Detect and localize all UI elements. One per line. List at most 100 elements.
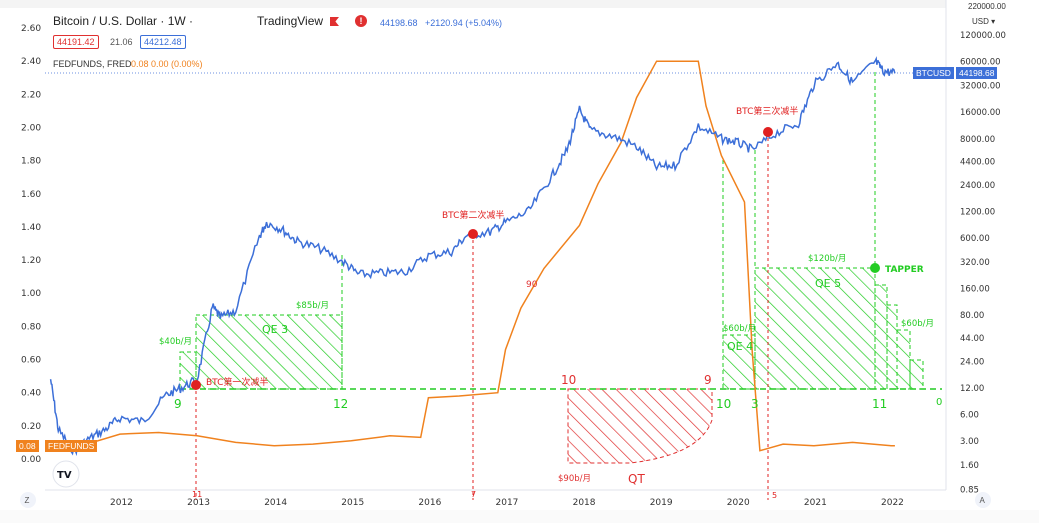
left-tick-label: 1.20: [21, 256, 41, 266]
right-tick-label: 12.00: [960, 384, 984, 394]
right-tick-label: 1200.00: [960, 207, 995, 217]
x-tick-label: 2022: [881, 498, 904, 508]
halving3-month: 5: [772, 491, 777, 500]
fedfunds-value-tag: 0.08: [16, 440, 39, 452]
quote-price: 44198.68: [380, 18, 418, 28]
ask-box[interactable]: 44212.48: [140, 35, 186, 49]
x-tick-label: 2018: [573, 498, 596, 508]
month-3: 3: [751, 397, 759, 411]
qt-region: [567, 388, 713, 464]
right-tick-label: 24.00: [960, 357, 984, 367]
tapper-label: TAPPER: [885, 265, 924, 275]
month-11-a: 11: [872, 397, 887, 411]
left-axis: 2.60 2.40 2.20 2.00 1.80 1.60 1.40 1.20 1.00 0.80…: [21, 24, 41, 465]
x-tick-label: 2021: [804, 498, 827, 508]
bid-box[interactable]: 44191.42: [53, 35, 99, 49]
fedfunds-title: FEDFUNDS, FRED: [53, 59, 132, 69]
btcusd-line: [49, 56, 896, 457]
left-tick-label: 2.20: [21, 90, 41, 100]
zoom-z-icon[interactable]: Z: [20, 492, 36, 508]
left-tick-label: 2.40: [21, 57, 41, 67]
rate-120b-label: $120b/月: [808, 254, 846, 264]
rate-40b-label: $40b/月: [159, 337, 192, 347]
right-axis-panel: [946, 0, 1039, 523]
right-tick-label: 8000.00: [960, 135, 995, 145]
halving2-month: 7: [471, 490, 476, 499]
halving2-marker: [468, 229, 478, 239]
fedfunds-name-tag: FEDFUNDS: [45, 440, 98, 452]
left-tick-label: 1.40: [21, 223, 41, 233]
right-tick-label: 16000.00: [960, 108, 1001, 118]
right-tick-label: 1.60: [960, 461, 979, 471]
label-90: 90: [526, 280, 538, 290]
left-tick-label: 1.80: [21, 157, 41, 167]
right-tick-label: 120000.00: [960, 31, 1006, 41]
rate-85b-label: $85b/月: [296, 301, 329, 311]
x-tick-label: 2014: [264, 498, 287, 508]
fedfunds-values: 0.08 0.00 (0.00%): [131, 59, 203, 69]
right-tick-label: 4400.00: [960, 158, 995, 168]
x-tick-label: 2016: [418, 498, 441, 508]
right-tick-label: 6.00: [960, 410, 979, 420]
right-tick-label: 3.00: [960, 437, 979, 447]
right-tick-label: 320.00: [960, 258, 990, 268]
month-9-a: 9: [174, 397, 182, 411]
symbol-title: Bitcoin / U.S. Dollar · 1W ·: [53, 14, 194, 28]
right-tick-label: 80.00: [960, 311, 984, 321]
currency-selector[interactable]: USD ▾: [972, 17, 996, 26]
x-axis: 2012 2013 2014 2015 2016 2017 2018 2019 2020 2021…: [110, 498, 904, 508]
fedfunds-line: [50, 60, 895, 452]
left-tick-label: 1.60: [21, 190, 41, 200]
tapper-marker: [870, 263, 880, 273]
price-tag-value: 44198.68: [956, 67, 998, 79]
left-tick-label: 0.60: [21, 356, 41, 366]
halving2-label: BTC第二次减半: [442, 209, 504, 221]
left-tick-label: 0.20: [21, 422, 41, 432]
rate-90b-label: $90b/月: [558, 474, 591, 484]
left-tick-label: 0.00: [21, 455, 41, 465]
left-tick-label: 1.00: [21, 289, 41, 299]
x-tick-label: 2017: [496, 498, 519, 508]
right-tick-label: 600.00: [960, 234, 990, 244]
halving1-month: 11: [192, 490, 202, 499]
x-tick-label: 2019: [650, 498, 673, 508]
right-axis-top-value: 220000.00: [968, 2, 1006, 11]
right-tick-label: 32000.00: [960, 82, 1001, 92]
left-tick-label: 2.00: [21, 123, 41, 133]
halving3-label: BTC第三次减半: [736, 105, 798, 117]
halving1-marker: [191, 380, 201, 390]
qe3-region: [179, 314, 343, 390]
qe4-label: QE 4: [727, 340, 753, 353]
right-tick-label: 160.00: [960, 285, 990, 295]
x-tick-label: 2013: [187, 498, 210, 508]
right-tick-label: 60000.00: [960, 58, 1001, 68]
svg-text:TV: TV: [57, 470, 72, 481]
right-tick-label: 44.00: [960, 334, 984, 344]
halving1-label: BTC第一次减半: [206, 376, 268, 388]
brand-name: TradingView: [257, 14, 324, 28]
x-tick-label: 2020: [727, 498, 750, 508]
flag-icon[interactable]: [330, 17, 339, 26]
svg-text:Z: Z: [25, 496, 30, 505]
toolbar-strip: [0, 0, 1039, 8]
spread-value: 21.06: [110, 37, 133, 47]
rate-60b-label-a: $60b/月: [723, 324, 756, 334]
right-tick-label: 0.85: [960, 485, 979, 495]
qt-label: QT: [628, 472, 645, 486]
tradingview-logo: TV: [52, 460, 80, 488]
month-0: 0: [936, 397, 942, 408]
x-tick-label: 2015: [341, 498, 364, 508]
rate-60b-label-b: $60b/月: [901, 319, 934, 329]
svg-text:A: A: [980, 496, 986, 505]
left-tick-label: 0.40: [21, 389, 41, 399]
qe3-label: QE 3: [262, 323, 288, 336]
right-tick-label: 2400.00: [960, 181, 995, 191]
alert-icon[interactable]: !: [355, 15, 367, 27]
right-axis: 120000.00 60000.00 32000.00 16000.00 8000.00…: [960, 31, 1006, 495]
month-10-a: 10: [561, 373, 576, 387]
quote-change: +2120.94 (+5.04%): [425, 18, 503, 28]
left-tick-label: 0.80: [21, 322, 41, 332]
month-10-b: 10: [716, 397, 731, 411]
auto-scale-icon[interactable]: A: [975, 492, 991, 508]
